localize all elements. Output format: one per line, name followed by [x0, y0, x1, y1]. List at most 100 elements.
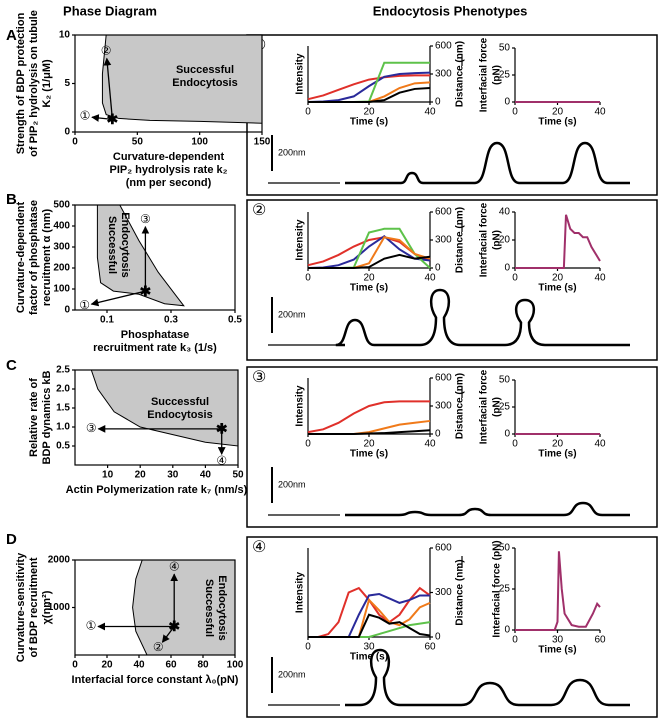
marker-label: ②: [153, 640, 164, 654]
y-tick-label: 100: [53, 284, 70, 295]
marker-label: ①: [86, 619, 97, 633]
y2-axis-label: Distance (nm): [455, 559, 466, 625]
x-tick-label: 20: [101, 660, 113, 671]
x-tick-label: 100: [227, 660, 244, 671]
y-tick-label: 500: [53, 200, 70, 211]
region-label: Endocytosis: [147, 409, 212, 421]
y-axis-label: Curvature-dependent: [15, 202, 27, 314]
x-tick-label: 0: [72, 660, 78, 671]
scale-label: 200nm: [278, 147, 306, 157]
x-axis-label: Curvature-dependent: [113, 151, 225, 163]
panel-box: [246, 366, 658, 528]
x-axis-label: Time (s): [538, 449, 576, 460]
x-tick-label: 20: [552, 107, 564, 118]
phenotype-number: ④: [252, 539, 266, 556]
panel-letter: D: [6, 531, 17, 548]
x-tick-label: 0: [512, 635, 518, 646]
x-tick-label: 20: [363, 107, 375, 118]
x-tick-label: 0: [512, 273, 518, 284]
y-axis-label: factor of phosphatase: [28, 200, 40, 315]
y-tick-label: 50: [499, 43, 511, 54]
y2-tick-label: 600: [435, 207, 452, 218]
marker-label: ①: [79, 298, 90, 312]
x-axis-label: Phosphatase: [121, 329, 189, 341]
x-axis-label: (nm per second): [126, 177, 212, 189]
series-line: [515, 214, 601, 269]
y2-tick-label: 0: [435, 429, 441, 440]
x-tick-label: 30: [363, 642, 375, 653]
y-tick-label: 0: [64, 127, 70, 138]
y-axis-label: Strength of BDP protection: [15, 12, 27, 154]
x-tick-label: 50: [232, 470, 244, 481]
series-line: [308, 613, 431, 638]
y-tick-label: 50: [499, 375, 511, 386]
y2-tick-label: 600: [435, 373, 452, 384]
y-axis-label: Interfacial force (pN): [492, 540, 503, 637]
y-tick-label: 25: [499, 584, 511, 595]
series-line: [515, 551, 601, 631]
marker-label: ③: [86, 421, 97, 435]
x-tick-label: 40: [424, 273, 436, 284]
y-tick-label: 1.0: [56, 422, 70, 433]
y-axis-label: χ(nm²): [41, 590, 53, 624]
panel-letter: A: [6, 27, 17, 44]
y-tick-label: 10: [59, 30, 71, 41]
x-tick-label: 0.1: [100, 315, 114, 326]
region-label: Successful: [106, 216, 118, 274]
x-axis-label: Time (s): [350, 652, 388, 663]
x-tick-label: 40: [424, 107, 436, 118]
x-tick-label: 20: [552, 439, 564, 450]
x-tick-label: 30: [552, 635, 564, 646]
x-tick-label: 40: [594, 439, 606, 450]
point: ✱: [168, 618, 180, 634]
header-left: Phase Diagram: [63, 3, 157, 18]
x-tick-label: 150: [254, 137, 271, 148]
x-tick-label: 30: [167, 470, 179, 481]
marker-label: ④: [216, 453, 227, 467]
y-tick-label: 0: [504, 625, 510, 636]
scale-label: 200nm: [278, 309, 306, 319]
membrane-profile: [345, 501, 630, 517]
y-axis-label: recruitment α (nm): [41, 209, 53, 307]
y-axis-label: Intensity: [295, 572, 306, 614]
y-axis-label: (pN): [492, 230, 503, 250]
x-tick-label: 40: [594, 107, 606, 118]
arrow: [90, 290, 146, 307]
y-tick-label: 50: [499, 543, 511, 554]
x-axis-label: Actin Polymerization rate k₇ (nm/s): [66, 484, 248, 496]
y2-tick-label: 600: [435, 41, 452, 52]
y-axis-label: (pN): [492, 397, 503, 417]
y-axis-label: Intensity: [295, 219, 306, 261]
y-tick-label: 25: [499, 402, 511, 413]
y-axis-label: (pN): [492, 65, 503, 85]
y-tick-label: 0: [504, 429, 510, 440]
x-tick-label: 10: [102, 470, 114, 481]
plot-frame: [74, 369, 239, 466]
x-tick-label: 40: [594, 273, 606, 284]
x-tick-label: 20: [552, 273, 564, 284]
y-tick-label: 0: [504, 263, 510, 274]
x-tick-label: 60: [594, 635, 606, 646]
x-tick-label: 60: [165, 660, 177, 671]
x-tick-label: 0: [305, 642, 311, 653]
x-tick-label: 20: [363, 439, 375, 450]
series-line: [307, 71, 431, 103]
x-tick-label: 0: [305, 107, 311, 118]
plot-frame: [74, 204, 236, 311]
y-axis-label: BDP dynamics kB: [41, 370, 53, 464]
y2-tick-label: 0: [435, 263, 441, 274]
y-tick-label: 300: [53, 242, 70, 253]
y-tick-label: 1000: [48, 602, 71, 613]
y2-tick-label: 0: [435, 97, 441, 108]
x-axis-label: Time (s): [350, 283, 388, 294]
y-tick-label: 0: [504, 97, 510, 108]
marker-label: ④: [169, 559, 180, 573]
x-tick-label: 20: [363, 273, 375, 284]
y-axis-label: Intensity: [295, 385, 306, 427]
x-tick-label: 60: [424, 642, 436, 653]
y2-axis-label: Distance (nm): [455, 373, 466, 439]
y-tick-label: 2000: [48, 555, 71, 566]
y-tick-label: 40: [499, 207, 511, 218]
y-axis-label: K₂ (1/μM): [41, 59, 53, 108]
x-axis-label: Time (s): [538, 117, 576, 128]
